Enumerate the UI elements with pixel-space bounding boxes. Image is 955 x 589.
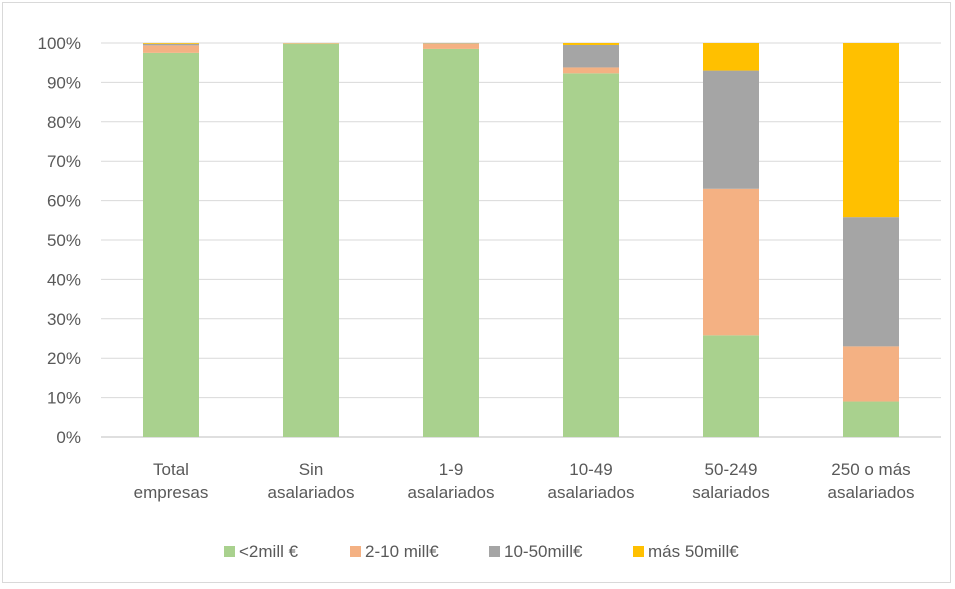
- y-tick-label: 60%: [47, 192, 81, 211]
- legend-label: 2-10 mill€: [365, 542, 439, 561]
- legend-item: 10-50mill€: [489, 542, 583, 561]
- legend-swatch: [489, 546, 500, 557]
- bar-segment: [563, 73, 619, 437]
- bar-segment: [423, 43, 479, 44]
- y-tick-label: 0%: [56, 428, 81, 447]
- legend-item: más 50mill€: [633, 542, 739, 561]
- bar-segment: [423, 44, 479, 49]
- legend-swatch: [350, 546, 361, 557]
- y-tick-label: 70%: [47, 152, 81, 171]
- y-tick-label: 40%: [47, 270, 81, 289]
- legend-item: 2-10 mill€: [350, 542, 439, 561]
- bar-segment: [283, 44, 339, 437]
- legend: <2mill € 2-10 mill€ 10-50mill€ más 50mill€: [224, 542, 739, 561]
- bar-segment: [563, 67, 619, 73]
- gridlines: [101, 43, 941, 437]
- bar-segment: [703, 71, 759, 189]
- bar-segment: [563, 43, 619, 45]
- y-tick-label: 20%: [47, 349, 81, 368]
- bar-segment: [843, 402, 899, 437]
- y-tick-label: 30%: [47, 310, 81, 329]
- bar-segment: [563, 45, 619, 67]
- legend-label: <2mill €: [239, 542, 299, 561]
- y-axis-tick-labels: 0% 10% 20% 30% 40% 50% 60% 70% 80% 90% 100%: [38, 34, 81, 447]
- bar-segment: [143, 43, 199, 44]
- bar-segment: [143, 53, 199, 437]
- bar-segment: [843, 43, 899, 217]
- bar-segment: [703, 189, 759, 336]
- bar-segment: [843, 217, 899, 346]
- bar-segment: [143, 45, 199, 52]
- legend-swatch: [224, 546, 235, 557]
- bar-segment: [423, 49, 479, 437]
- y-tick-label: 10%: [47, 389, 81, 408]
- y-tick-label: 80%: [47, 113, 81, 132]
- legend-swatch: [633, 546, 644, 557]
- y-tick-label: 90%: [47, 73, 81, 92]
- legend-label: 10-50mill€: [504, 542, 583, 561]
- bar-segment: [143, 44, 199, 46]
- legend-label: más 50mill€: [648, 542, 739, 561]
- legend-item: <2mill €: [224, 542, 299, 561]
- bar-segment: [703, 43, 759, 71]
- y-tick-label: 100%: [38, 34, 81, 53]
- y-tick-label: 50%: [47, 231, 81, 250]
- bar-segment: [843, 346, 899, 401]
- bar-segment: [703, 335, 759, 437]
